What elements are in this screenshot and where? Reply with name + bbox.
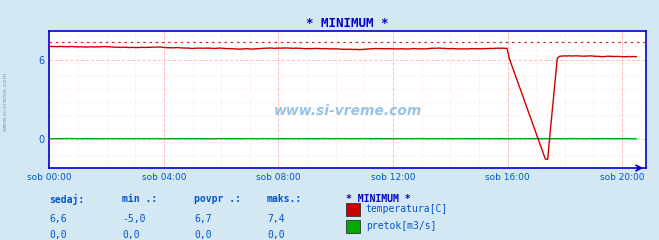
Text: -5,0: -5,0 [122, 214, 146, 224]
Text: 6,6: 6,6 [49, 214, 67, 224]
Text: 6,7: 6,7 [194, 214, 212, 224]
Text: * MINIMUM *: * MINIMUM * [346, 194, 411, 204]
Text: maks.:: maks.: [267, 194, 302, 204]
Text: www.si-vreme.com: www.si-vreme.com [273, 103, 422, 118]
Title: * MINIMUM *: * MINIMUM * [306, 17, 389, 30]
Text: povpr .:: povpr .: [194, 194, 241, 204]
Text: min .:: min .: [122, 194, 157, 204]
Text: www.si-vreme.com: www.si-vreme.com [3, 71, 8, 131]
Text: temperatura[C]: temperatura[C] [366, 204, 448, 214]
Text: 0,0: 0,0 [194, 230, 212, 240]
Text: 0,0: 0,0 [122, 230, 140, 240]
Text: 7,4: 7,4 [267, 214, 285, 224]
Text: 0,0: 0,0 [267, 230, 285, 240]
Text: sedaj:: sedaj: [49, 194, 84, 205]
Text: pretok[m3/s]: pretok[m3/s] [366, 221, 436, 231]
Text: 0,0: 0,0 [49, 230, 67, 240]
